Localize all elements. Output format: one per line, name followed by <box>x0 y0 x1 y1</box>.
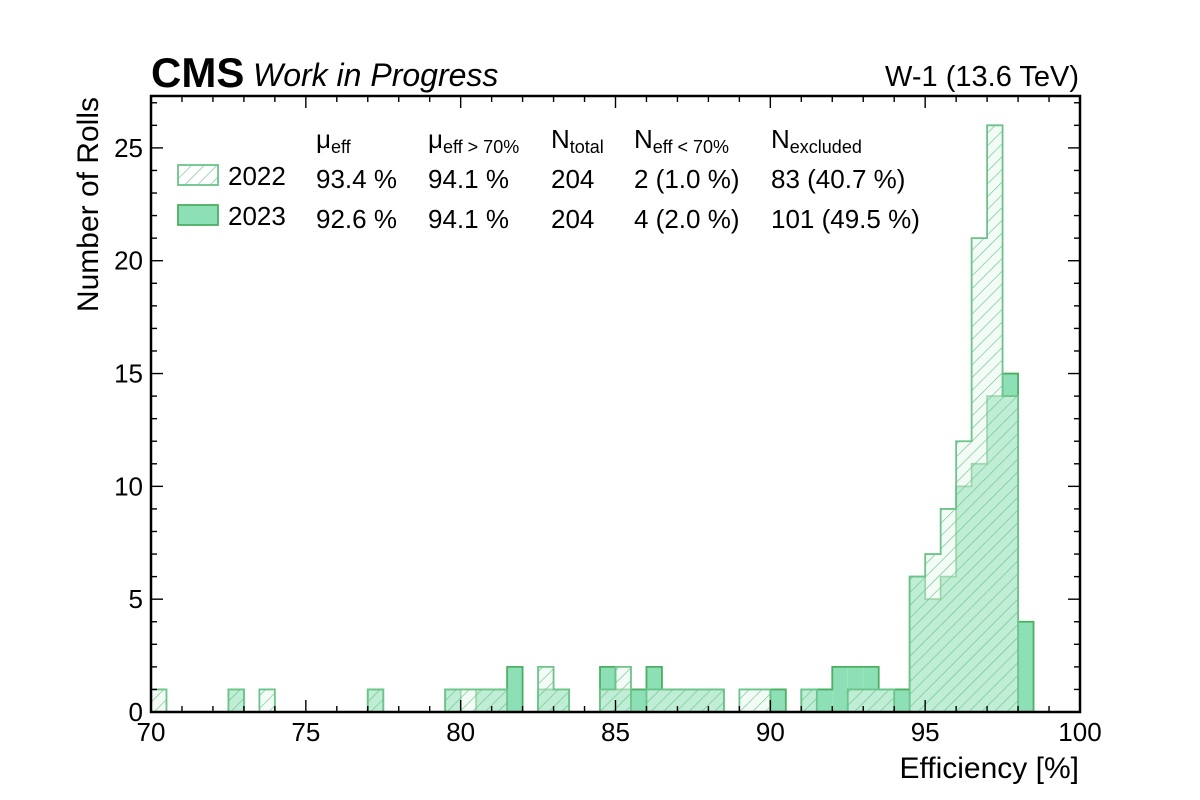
bar-hatch-2022-8 <box>538 666 554 712</box>
bar-hatch-2022-10 <box>600 689 616 712</box>
bar-2023-5 <box>507 666 523 712</box>
bar-hatch-2022-22 <box>878 689 895 712</box>
bar-2023-10 <box>630 689 647 712</box>
bar-hatch-2022-9 <box>553 689 570 712</box>
plot-frame <box>149 94 1082 714</box>
status-label: Work in Progress <box>253 57 498 93</box>
bar-hatch-2022-28 <box>987 125 1003 713</box>
bar-hatch-2022-29 <box>1002 396 1019 712</box>
legend-value-2023-0: 92.6 % <box>316 204 397 234</box>
axis-ticks: 70 75 80 85 90 95 100 0 5 10 15 20 25 <box>114 96 1102 747</box>
bar-hatch-2022-2 <box>259 689 275 712</box>
series-2022 <box>150 124 1080 713</box>
legend-col-header-0: μeff <box>316 124 352 157</box>
bar-hatch-2022-6 <box>476 689 492 712</box>
legend-col-header-3: Neff < 70% <box>634 124 729 157</box>
bar-hatch-2022-0 <box>151 689 167 712</box>
bar-hatch-2022-27 <box>971 238 988 712</box>
y-tick-label: 15 <box>114 359 143 389</box>
bar-2023-18 <box>816 689 833 712</box>
run-label: W-1 (13.6 TeV) <box>885 61 1079 93</box>
bar-hatch-2022-7 <box>491 689 508 712</box>
x-tick-label: 85 <box>601 717 630 747</box>
legend-swatch-2023 <box>177 204 219 226</box>
x-tick-label: 75 <box>291 717 320 747</box>
y-tick-label: 0 <box>129 697 143 727</box>
bar-2023-23 <box>894 689 910 712</box>
legend-col-header-1: μeff > 70% <box>428 124 519 157</box>
y-tick-label: 5 <box>129 584 143 614</box>
bar-hatch-2022-23 <box>909 576 926 712</box>
y-axis-label: Number of Rolls <box>72 97 105 312</box>
bar-hatch-2022-12 <box>646 689 662 712</box>
bar-hatch-2022-26 <box>956 441 972 712</box>
bar-hatch-2022-24 <box>925 554 941 712</box>
bar-hatch-2022-1 <box>228 689 244 712</box>
bar-hatch-2022-3 <box>367 689 384 712</box>
bar-hatch-2022-15 <box>692 689 709 712</box>
legend-row-label-2023: 2023 <box>228 201 286 231</box>
legend-value-2022-4: 83 (40.7 %) <box>771 164 905 194</box>
bar-2023-16 <box>770 689 786 712</box>
legend-value-2022-0: 93.4 % <box>316 164 397 194</box>
bar-2023-31 <box>1018 621 1034 712</box>
legend-row-label-2022: 2022 <box>228 161 286 191</box>
experiment-label: CMS <box>151 49 244 96</box>
bar-hatch-2022-11 <box>615 666 631 712</box>
bar-hatch-2022-25 <box>940 508 957 712</box>
bar-hatch-2022-5 <box>460 689 477 712</box>
y-tick-label: 25 <box>114 133 143 163</box>
bar-2023-19 <box>832 666 848 712</box>
legend-col-header-2: Ntotal <box>551 124 604 157</box>
bar-hatch-2022-4 <box>445 689 461 712</box>
legend: μeff μeff > 70% Ntotal Neff < 70% Nexcluded 2… <box>177 124 920 234</box>
bar-hatch-2022-14 <box>677 689 693 712</box>
bar-hatch-2022-19 <box>801 689 817 712</box>
bar-hatch-2022-20 <box>847 689 864 712</box>
legend-value-2022-1: 94.1 % <box>428 164 509 194</box>
x-tick-label: 95 <box>911 717 940 747</box>
legend-value-2022-2: 204 <box>551 164 594 194</box>
bar-hatch-2022-16 <box>708 689 724 712</box>
legend-swatch-2022 <box>177 164 219 186</box>
x-tick-label: 80 <box>446 717 475 747</box>
legend-value-2023-3: 4 (2.0 %) <box>634 204 740 234</box>
x-tick-label: 100 <box>1058 717 1101 747</box>
bar-hatch-2022-13 <box>661 689 678 712</box>
legend-value-2023-2: 204 <box>551 204 594 234</box>
legend-value-2023-1: 94.1 % <box>428 204 509 234</box>
legend-value-2022-3: 2 (1.0 %) <box>634 164 740 194</box>
bar-hatch-2022-21 <box>863 689 879 712</box>
x-axis-label: Efficiency [%] <box>899 752 1079 785</box>
legend-col-header-4: Nexcluded <box>771 124 862 157</box>
y-tick-label: 20 <box>114 246 143 276</box>
x-tick-label: 90 <box>756 717 785 747</box>
bar-hatch-2022-18 <box>754 689 771 712</box>
x-tick-label: 70 <box>137 717 166 747</box>
legend-value-2023-4: 101 (49.5 %) <box>771 204 920 234</box>
bar-hatch-2022-17 <box>739 689 755 712</box>
y-tick-label: 10 <box>114 471 143 501</box>
